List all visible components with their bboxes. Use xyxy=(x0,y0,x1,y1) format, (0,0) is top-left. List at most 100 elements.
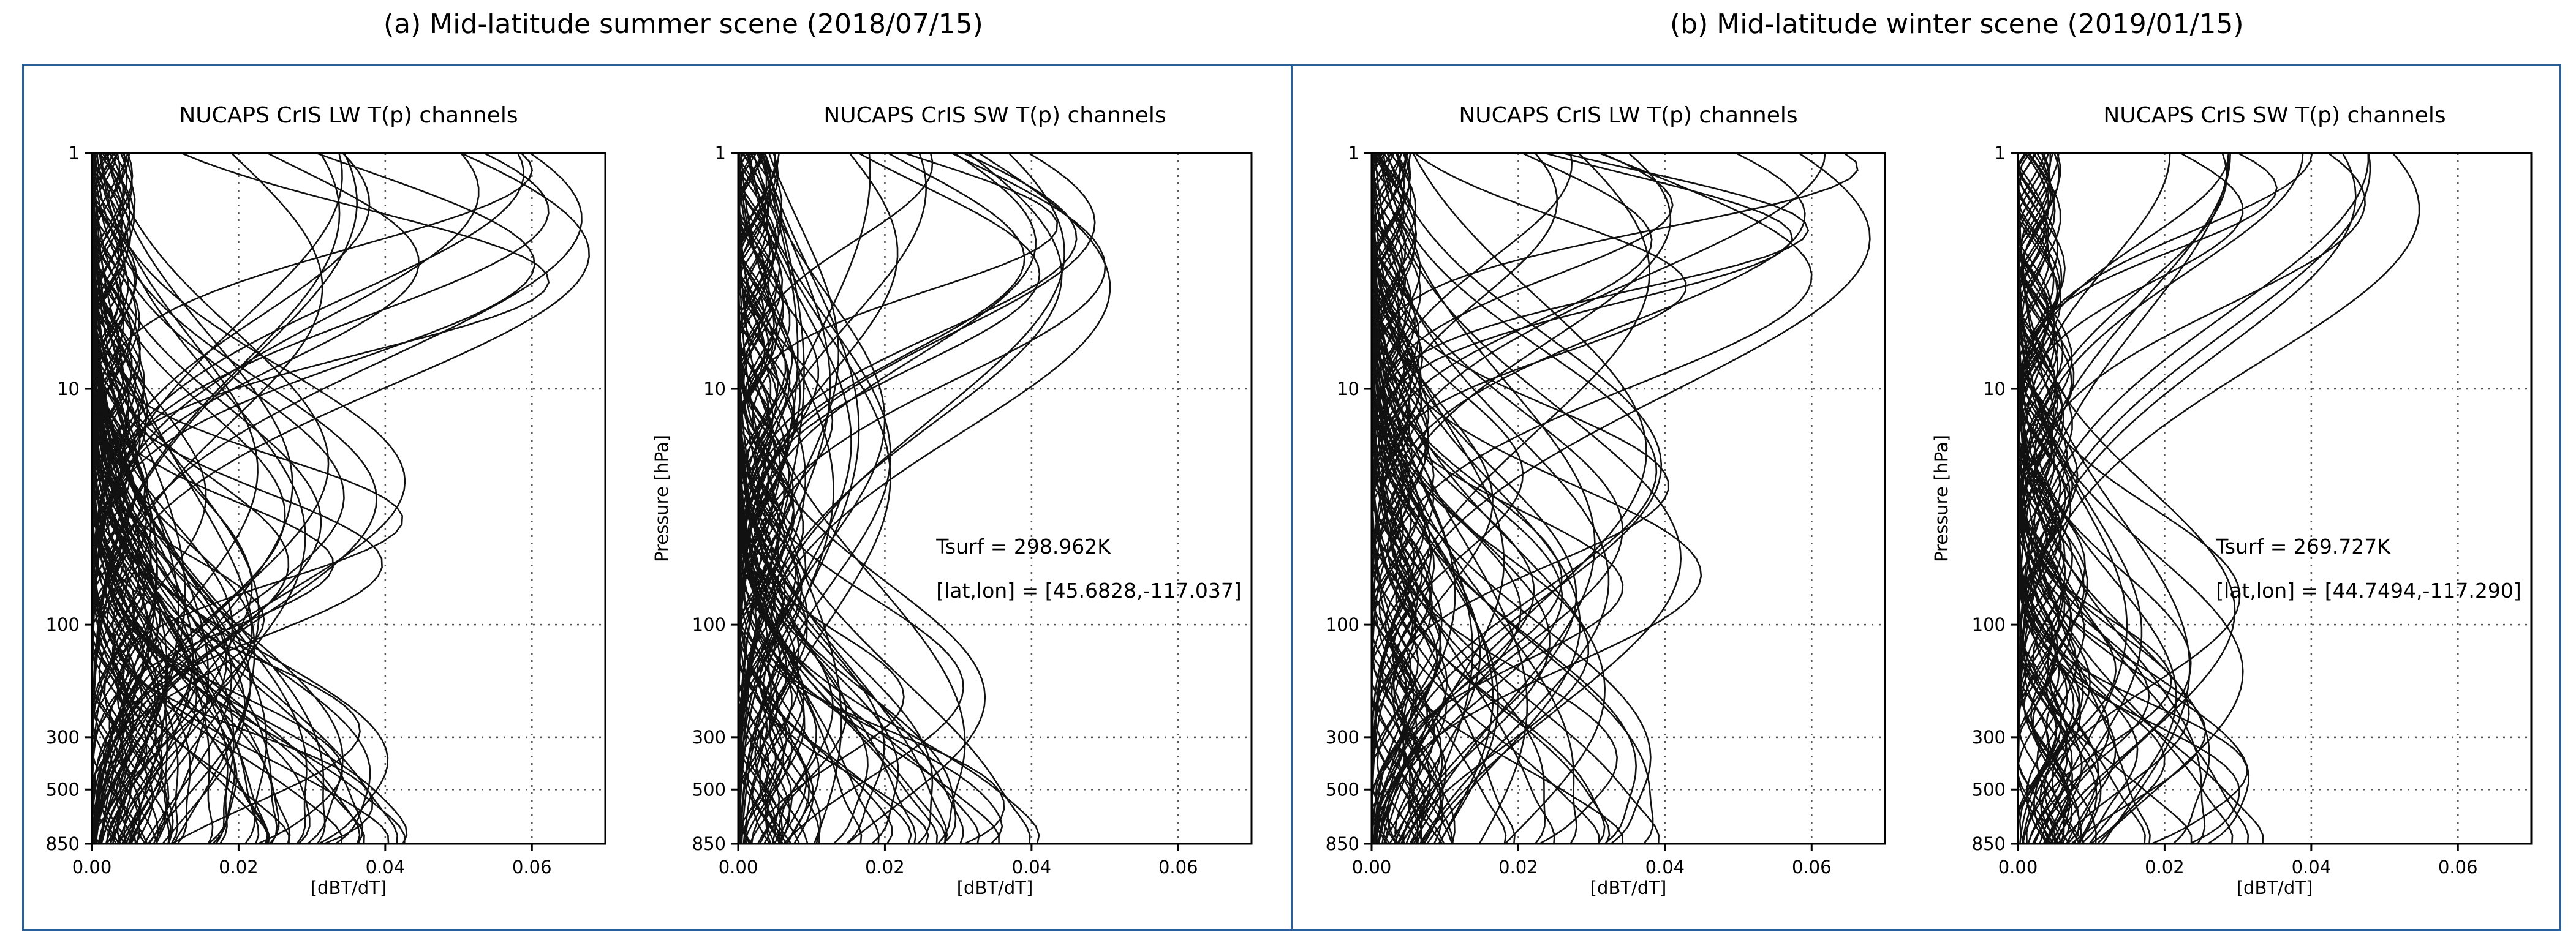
y-tick-label: 10 xyxy=(1983,378,2006,399)
x-axis-label: [dBT/dT] xyxy=(1590,878,1667,898)
series-line-3 xyxy=(2018,153,2241,844)
series-line-bundle xyxy=(1372,153,1422,844)
series-line-bundle xyxy=(1372,153,1423,844)
y-tick-label: 1 xyxy=(69,143,80,164)
plot-title: NUCAPS CrIS LW T(p) channels xyxy=(179,103,518,128)
y-tick-label: 100 xyxy=(692,614,726,635)
series-line-bundle xyxy=(2018,153,2057,844)
series-line-bundle xyxy=(738,153,793,844)
y-tick-label: 300 xyxy=(692,727,726,748)
y-tick-label: 500 xyxy=(1972,779,2006,800)
y-tick-label: 300 xyxy=(46,727,80,748)
series-line-2 xyxy=(738,153,820,844)
y-tick-label: 500 xyxy=(46,779,80,800)
series-line-3 xyxy=(2018,153,2166,844)
series-line-bundle xyxy=(93,153,168,844)
y-tick-label: 300 xyxy=(1326,727,1359,748)
plot-frame xyxy=(737,152,1253,845)
series-line-4 xyxy=(738,153,1005,844)
series-line-bundle xyxy=(1372,153,1442,844)
series-line-bundle xyxy=(738,153,770,844)
x-tick-label: 0.02 xyxy=(1498,857,1538,878)
series-line-bundle xyxy=(1372,153,1407,844)
y-tick-label: 10 xyxy=(57,378,80,399)
y-tick-label: 10 xyxy=(703,378,726,399)
series-line-bundle xyxy=(743,153,821,844)
y-axis-label: Pressure [hPa] xyxy=(1931,435,1952,562)
series-line-bundle xyxy=(2018,153,2080,844)
series-line-2 xyxy=(2018,153,2190,844)
weighting-curves xyxy=(738,153,1111,844)
series-line-bundle xyxy=(738,153,784,844)
series-line-bundle xyxy=(2018,153,2084,844)
x-tick-label: 0.02 xyxy=(865,857,905,878)
x-tick-label: 0.06 xyxy=(512,857,552,878)
series-line-bundle xyxy=(92,153,132,844)
series-line-2 xyxy=(1374,153,1610,844)
y-tick-label: 500 xyxy=(1326,779,1359,800)
series-line-bundle xyxy=(92,153,160,844)
y-tick-label: 1 xyxy=(1348,143,1359,164)
series-line-bundle xyxy=(1372,153,1448,844)
chart-4: NUCAPS CrIS SW T(p) channels 0.00 0.02 0.04… xyxy=(1931,103,2533,898)
series-line-4 xyxy=(738,153,912,844)
series-line-bundle xyxy=(92,153,164,844)
plot-title: NUCAPS CrIS LW T(p) channels xyxy=(1459,103,1797,128)
series-line-bundle xyxy=(2018,153,2082,844)
series-line-1 xyxy=(1372,153,1810,844)
series-line-2 xyxy=(738,153,805,844)
series-line-bundle xyxy=(738,153,785,844)
panel-b-frame xyxy=(1291,64,2561,931)
series-line-bundle xyxy=(92,153,142,844)
series-line-bundle xyxy=(738,153,810,844)
series-line-3 xyxy=(93,153,255,844)
plot-frame xyxy=(2017,152,2533,845)
series-line-bundle xyxy=(738,153,793,844)
x-tick-label: 0.00 xyxy=(719,857,758,878)
series-line-bundle xyxy=(92,153,148,844)
y-tick-label: 1 xyxy=(1995,143,2006,164)
series-line-bundle xyxy=(738,153,817,844)
series-line-1 xyxy=(92,153,583,844)
series-line-bundle xyxy=(1372,153,1415,844)
plot-frame xyxy=(1370,152,1886,845)
chart-2: NUCAPS CrIS SW T(p) channels 0.00 0.02 0.04… xyxy=(651,103,1253,898)
series-line-bundle xyxy=(1372,153,1418,844)
series-line-2 xyxy=(738,153,831,844)
series-line-bundle xyxy=(738,153,791,844)
series-line-bundle xyxy=(2018,153,2057,844)
plot-title: NUCAPS CrIS SW T(p) channels xyxy=(2103,103,2446,128)
y-tick-label: 500 xyxy=(692,779,726,800)
series-line-6 xyxy=(92,153,374,844)
series-line-bundle xyxy=(738,153,788,844)
series-line-bundle xyxy=(2018,153,2062,844)
x-tick-label: 0.06 xyxy=(1792,857,1832,878)
series-line-bundle xyxy=(1372,153,1405,844)
series-line-4 xyxy=(738,153,880,844)
series-line-bundle xyxy=(92,153,124,844)
series-line-3 xyxy=(738,153,966,844)
series-line-2 xyxy=(99,153,306,844)
panel-a-title: (a) Mid-latitude summer scene (2018/07/1… xyxy=(383,9,983,40)
series-line-bundle xyxy=(2020,153,2098,844)
series-line-bundle xyxy=(2018,153,2069,844)
y-tick-label: 10 xyxy=(1337,378,1359,399)
series-line-1 xyxy=(2018,153,2313,844)
series-line-bundle xyxy=(92,153,148,844)
x-tick-label: 0.06 xyxy=(1158,857,1198,878)
x-tick-label: 0.02 xyxy=(219,857,259,878)
series-line-bundle xyxy=(92,153,159,844)
x-tick-label: 0.00 xyxy=(1352,857,1392,878)
y-tick-label: 100 xyxy=(1326,614,1359,635)
x-tick-label: 0.04 xyxy=(1012,857,1052,878)
y-tick-label: 850 xyxy=(1326,833,1359,854)
series-line-4 xyxy=(1372,153,1624,844)
y-tick-label: 1 xyxy=(715,143,726,164)
series-line-bundle xyxy=(92,153,128,844)
series-line-1 xyxy=(738,153,934,844)
panel-b-title: (b) Mid-latitude winter scene (2019/01/1… xyxy=(1670,9,2244,40)
series-line-1 xyxy=(2018,153,2278,844)
series-line-bundle xyxy=(92,153,134,844)
annotation-text: [lat,lon] = [44.7494,-117.290] xyxy=(2216,579,2521,603)
x-tick-label: 0.06 xyxy=(2438,857,2478,878)
